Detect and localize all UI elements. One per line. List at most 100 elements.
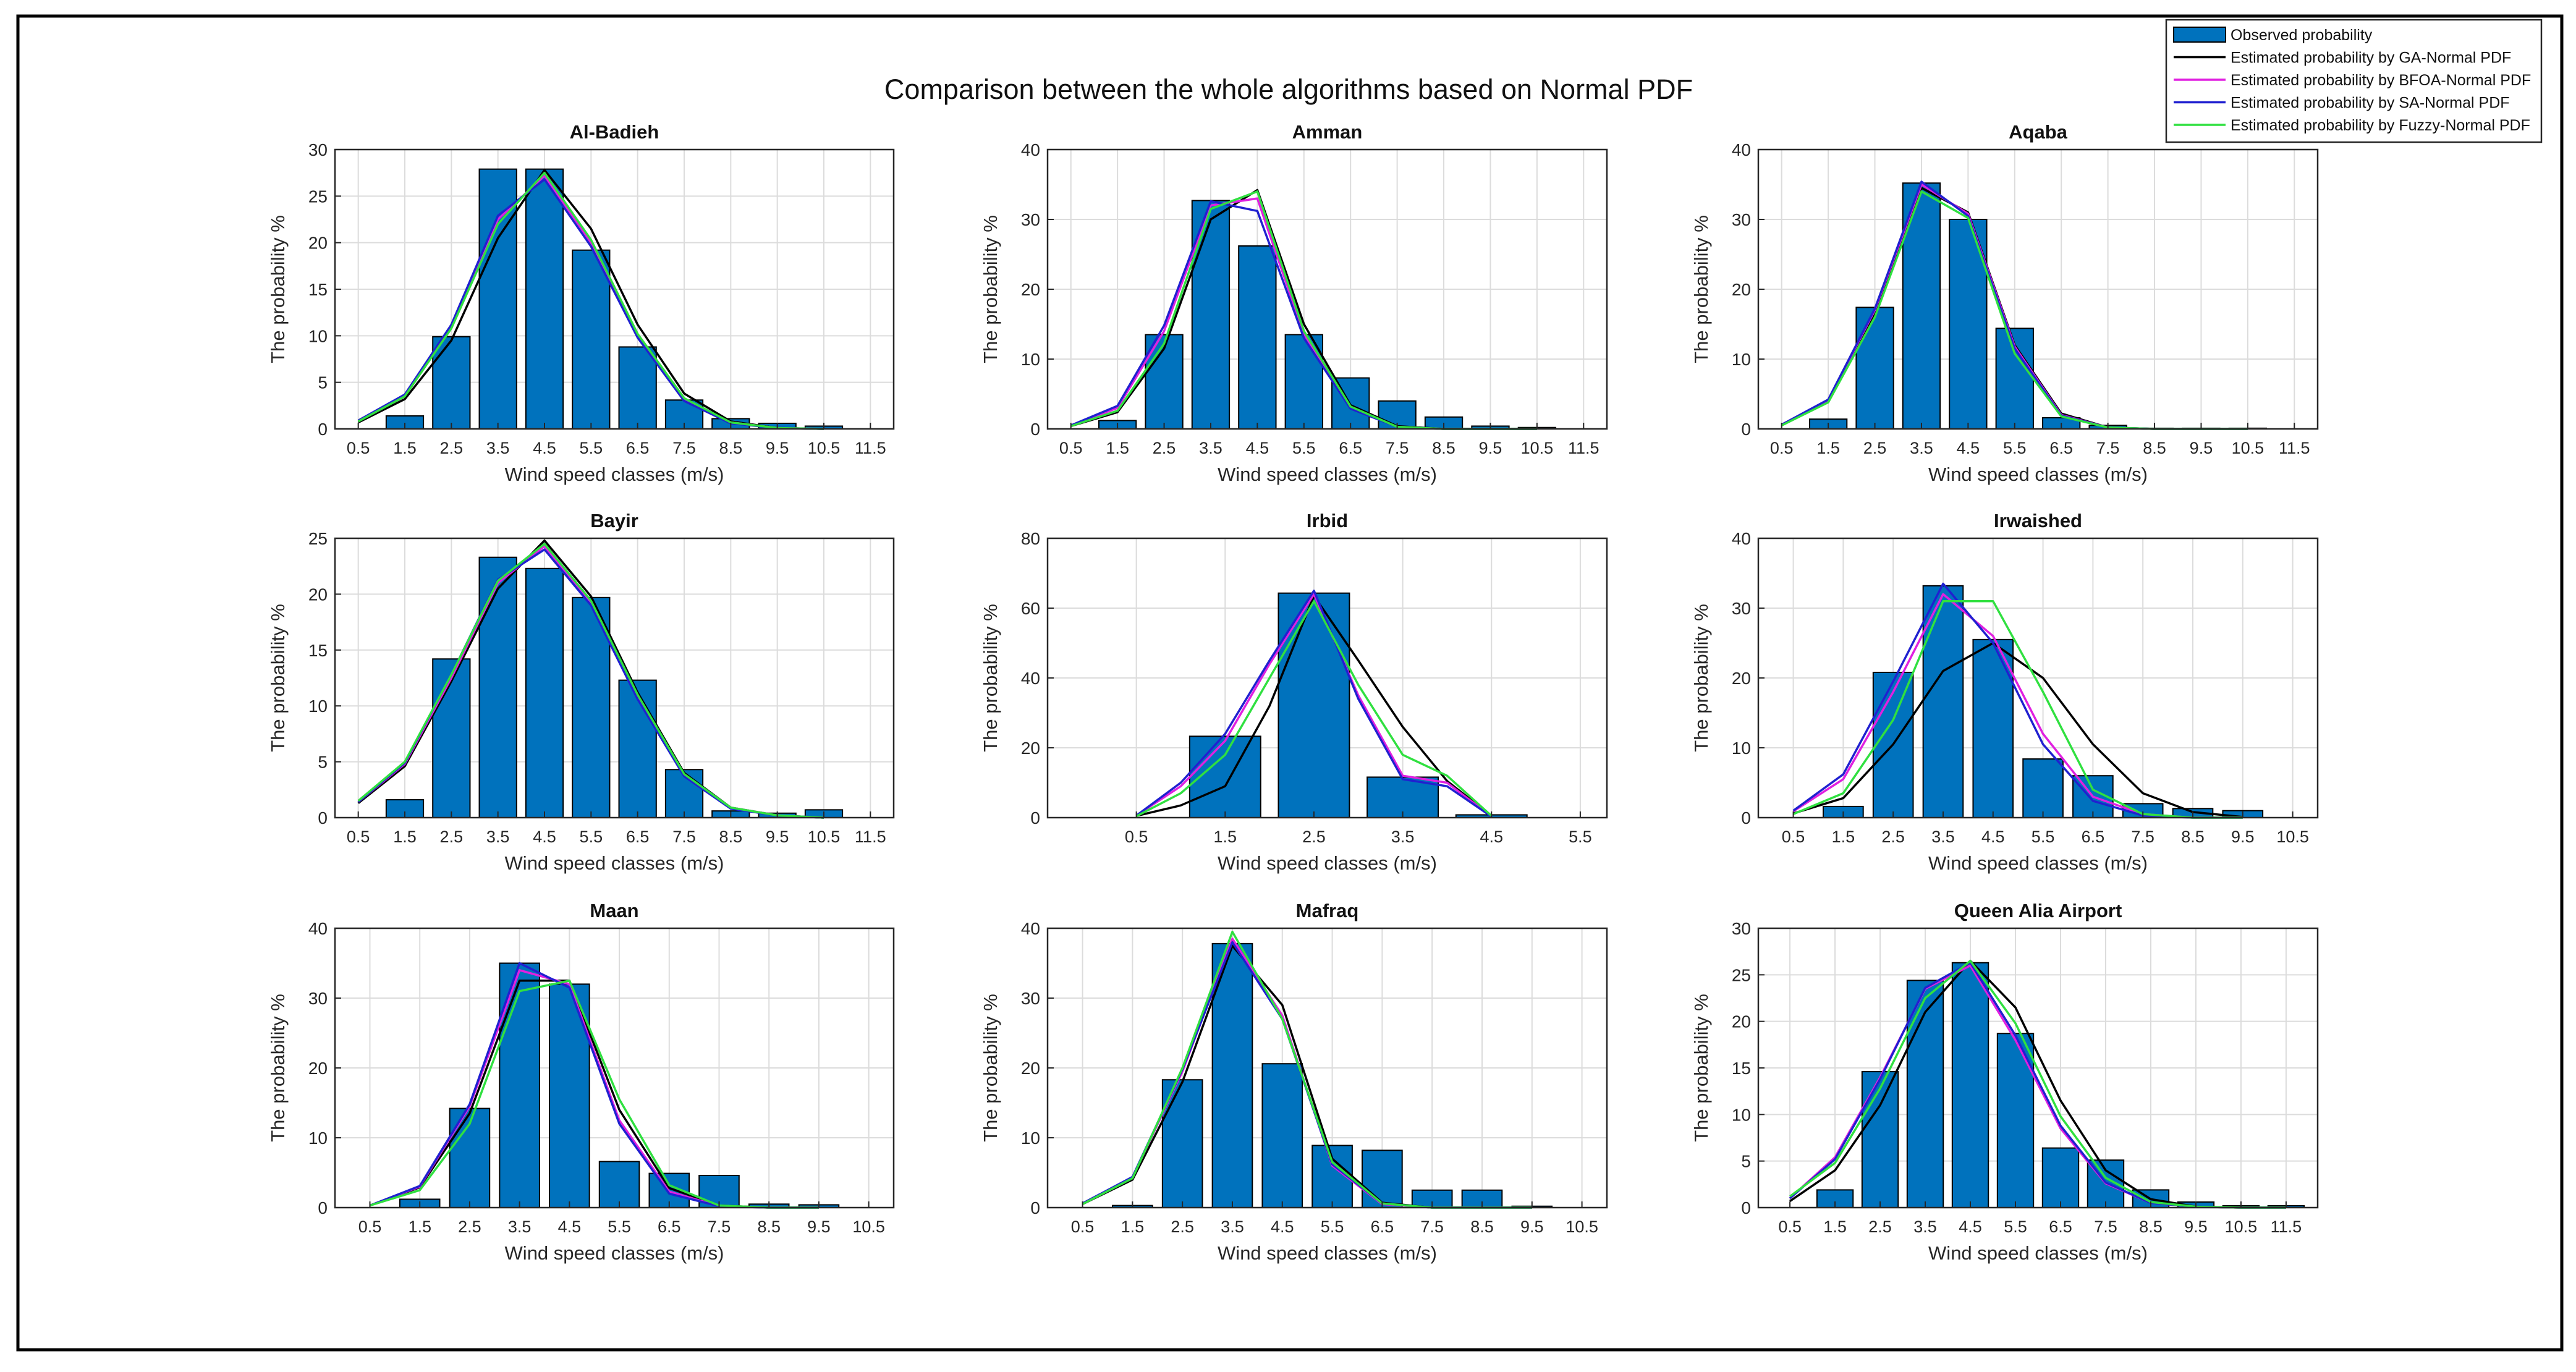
x-tick-label: 7.5: [2094, 1217, 2117, 1236]
legend: Observed probability Estimated probabilit…: [2165, 19, 2543, 143]
x-tick-label: 4.5: [558, 1217, 582, 1236]
y-tick-label: 30: [1732, 210, 1751, 229]
x-tick-label: 4.5: [1480, 828, 1503, 846]
subplot-queen-alia-airport: 0.5 1.5 2.5 3.5 4.5 5.5 6.5 7.5 8.5 9.5 10.5 11.5 0 5…: [1690, 900, 2319, 1264]
x-tick-label: 5.5: [1292, 439, 1316, 457]
series-line-sa: [1135, 590, 1493, 818]
legend-box: [2165, 19, 2543, 143]
x-axis-label: Wind speed classes (m/s): [1218, 464, 1437, 485]
x-tick-label: 9.5: [1479, 439, 1502, 457]
x-tick-label: 7.5: [2096, 439, 2120, 457]
y-tick-label: 0: [318, 420, 328, 439]
x-tick-label: 0.5: [358, 1217, 382, 1236]
x-tick-label: 2.5: [1302, 828, 1326, 846]
legend-label: Estimated probability by Fuzzy-Normal PD…: [2231, 117, 2530, 134]
x-axis-label: Wind speed classes (m/s): [1928, 1242, 2148, 1264]
x-tick-label: 8.5: [2143, 439, 2166, 457]
legend-label: Observed probability: [2231, 27, 2373, 44]
x-tick-label: 5.5: [1321, 1217, 1344, 1236]
bar: [478, 556, 517, 819]
x-tick-label: 6.5: [2049, 1217, 2072, 1236]
x-tick-label: 0.5: [1059, 439, 1083, 457]
subplot-title: Al-Badieh: [570, 121, 659, 143]
x-tick-label: 10.5: [852, 1217, 885, 1236]
x-tick-label: 4.5: [533, 439, 556, 457]
y-axis-label: The probability %: [267, 994, 289, 1142]
y-axis-label: The probability %: [1690, 215, 1712, 363]
y-tick-label: 10: [308, 1129, 328, 1148]
bar: [1238, 245, 1277, 430]
x-tick-label: 10.5: [1566, 1217, 1598, 1236]
y-tick-label: 0: [1030, 1198, 1040, 1217]
y-axis-label: The probability %: [267, 604, 289, 752]
bar: [1362, 1150, 1403, 1208]
subplot-irbid: 0.5 1.5 2.5 3.5 4.5 5.5 0 20 40 60 80 Irbid Wind spe…: [980, 510, 1608, 874]
x-tick-label: 8.5: [2181, 828, 2205, 846]
bar: [2022, 758, 2064, 818]
bar: [618, 679, 657, 818]
y-tick-label: 5: [318, 373, 328, 392]
x-tick-label: 6.5: [2049, 439, 2073, 457]
x-tick-label: 2.5: [1868, 1217, 1892, 1236]
legend-label: Estimated probability by SA-Normal PDF: [2231, 95, 2510, 112]
y-tick-label: 10: [1732, 1105, 1751, 1124]
y-tick-label: 10: [308, 697, 328, 716]
x-tick-label: 5.5: [2003, 439, 2027, 457]
x-tick-label: 3.5: [1913, 1217, 1937, 1236]
x-tick-label: 4.5: [533, 828, 556, 846]
x-tick-label: 11.5: [855, 828, 886, 846]
y-tick-label: 0: [1741, 1198, 1751, 1217]
y-tick-label: 30: [1732, 599, 1751, 618]
series-line-fuzzy: [1135, 599, 1493, 818]
x-tick-label: 8.5: [757, 1217, 781, 1236]
y-tick-label: 10: [1021, 350, 1040, 369]
bar: [572, 596, 611, 818]
x-tick-label: 4.5: [1246, 439, 1269, 457]
subplot-title: Irbid: [1307, 510, 1348, 531]
bar: [1277, 592, 1350, 819]
x-tick-label: 2.5: [440, 439, 464, 457]
y-tick-label: 10: [1732, 350, 1751, 369]
y-tick-label: 20: [308, 234, 328, 253]
subplot-title: Bayir: [590, 510, 638, 531]
x-tick-label: 8.5: [1470, 1217, 1494, 1236]
y-tick-label: 0: [1030, 420, 1040, 439]
x-axis-label: Wind speed classes (m/s): [1218, 1242, 1437, 1264]
y-tick-label: 15: [308, 280, 328, 299]
y-tick-label: 40: [308, 919, 328, 938]
bar: [1906, 980, 1944, 1208]
x-tick-label: 4.5: [1959, 1217, 1982, 1236]
y-tick-label: 20: [1732, 280, 1751, 299]
y-axis-label: The probability %: [1690, 994, 1712, 1142]
subplot-title: Maan: [590, 900, 638, 921]
series-line-fuzzy: [1792, 599, 2243, 819]
x-tick-label: 2.5: [1863, 439, 1887, 457]
series-line-ga: [1793, 642, 2243, 818]
legend-swatch-bar: [2173, 27, 2226, 43]
x-tick-label: 3.5: [1910, 439, 1933, 457]
subplots-grid: 0.5 1.5 2.5 3.5 4.5 5.5 6.5 7.5 8.5 9.5 10.5 11.5 0 5…: [267, 121, 2319, 1264]
x-axis-label: Wind speed classes (m/s): [505, 852, 724, 874]
x-tick-label: 0.5: [1770, 439, 1794, 457]
subplot-al-badieh: 0.5 1.5 2.5 3.5 4.5 5.5 6.5 7.5 8.5 9.5 10.5 11.5 0 5…: [267, 121, 895, 485]
x-tick-label: 6.5: [626, 828, 650, 846]
subplot-maan: 0.5 1.5 2.5 3.5 4.5 5.5 6.5 7.5 8.5 9.5 10.5 0 10 20 3…: [267, 900, 895, 1264]
x-tick-label: 0.5: [1071, 1217, 1095, 1236]
y-tick-label: 0: [318, 1198, 328, 1217]
subplot-mafraq: 0.5 1.5 2.5 3.5 4.5 5.5 6.5 7.5 8.5 9.5 10.5 0 10 20 3…: [980, 900, 1608, 1264]
subplot-amman: 0.5 1.5 2.5 3.5 4.5 5.5 6.5 7.5 8.5 9.5 10.5 11.5 0 1…: [980, 121, 1608, 485]
y-tick-label: 20: [1732, 1012, 1751, 1031]
subplot-aqaba: 0.5 1.5 2.5 3.5 4.5 5.5 6.5 7.5 8.5 9.5 10.5 11.5 0 1…: [1690, 121, 2319, 485]
x-tick-label: 1.5: [1832, 828, 1855, 846]
x-tick-label: 11.5: [2279, 439, 2310, 457]
y-tick-label: 10: [1021, 1129, 1040, 1148]
x-tick-label: 2.5: [1153, 439, 1176, 457]
y-tick-label: 25: [1732, 965, 1751, 985]
y-tick-label: 0: [318, 808, 328, 828]
x-tick-label: 11.5: [2271, 1217, 2302, 1236]
y-tick-label: 40: [1021, 669, 1040, 688]
subplot-title: Queen Alia Airport: [1954, 900, 2122, 921]
x-tick-label: 10.5: [808, 828, 841, 846]
x-tick-label: 3.5: [1221, 1217, 1244, 1236]
